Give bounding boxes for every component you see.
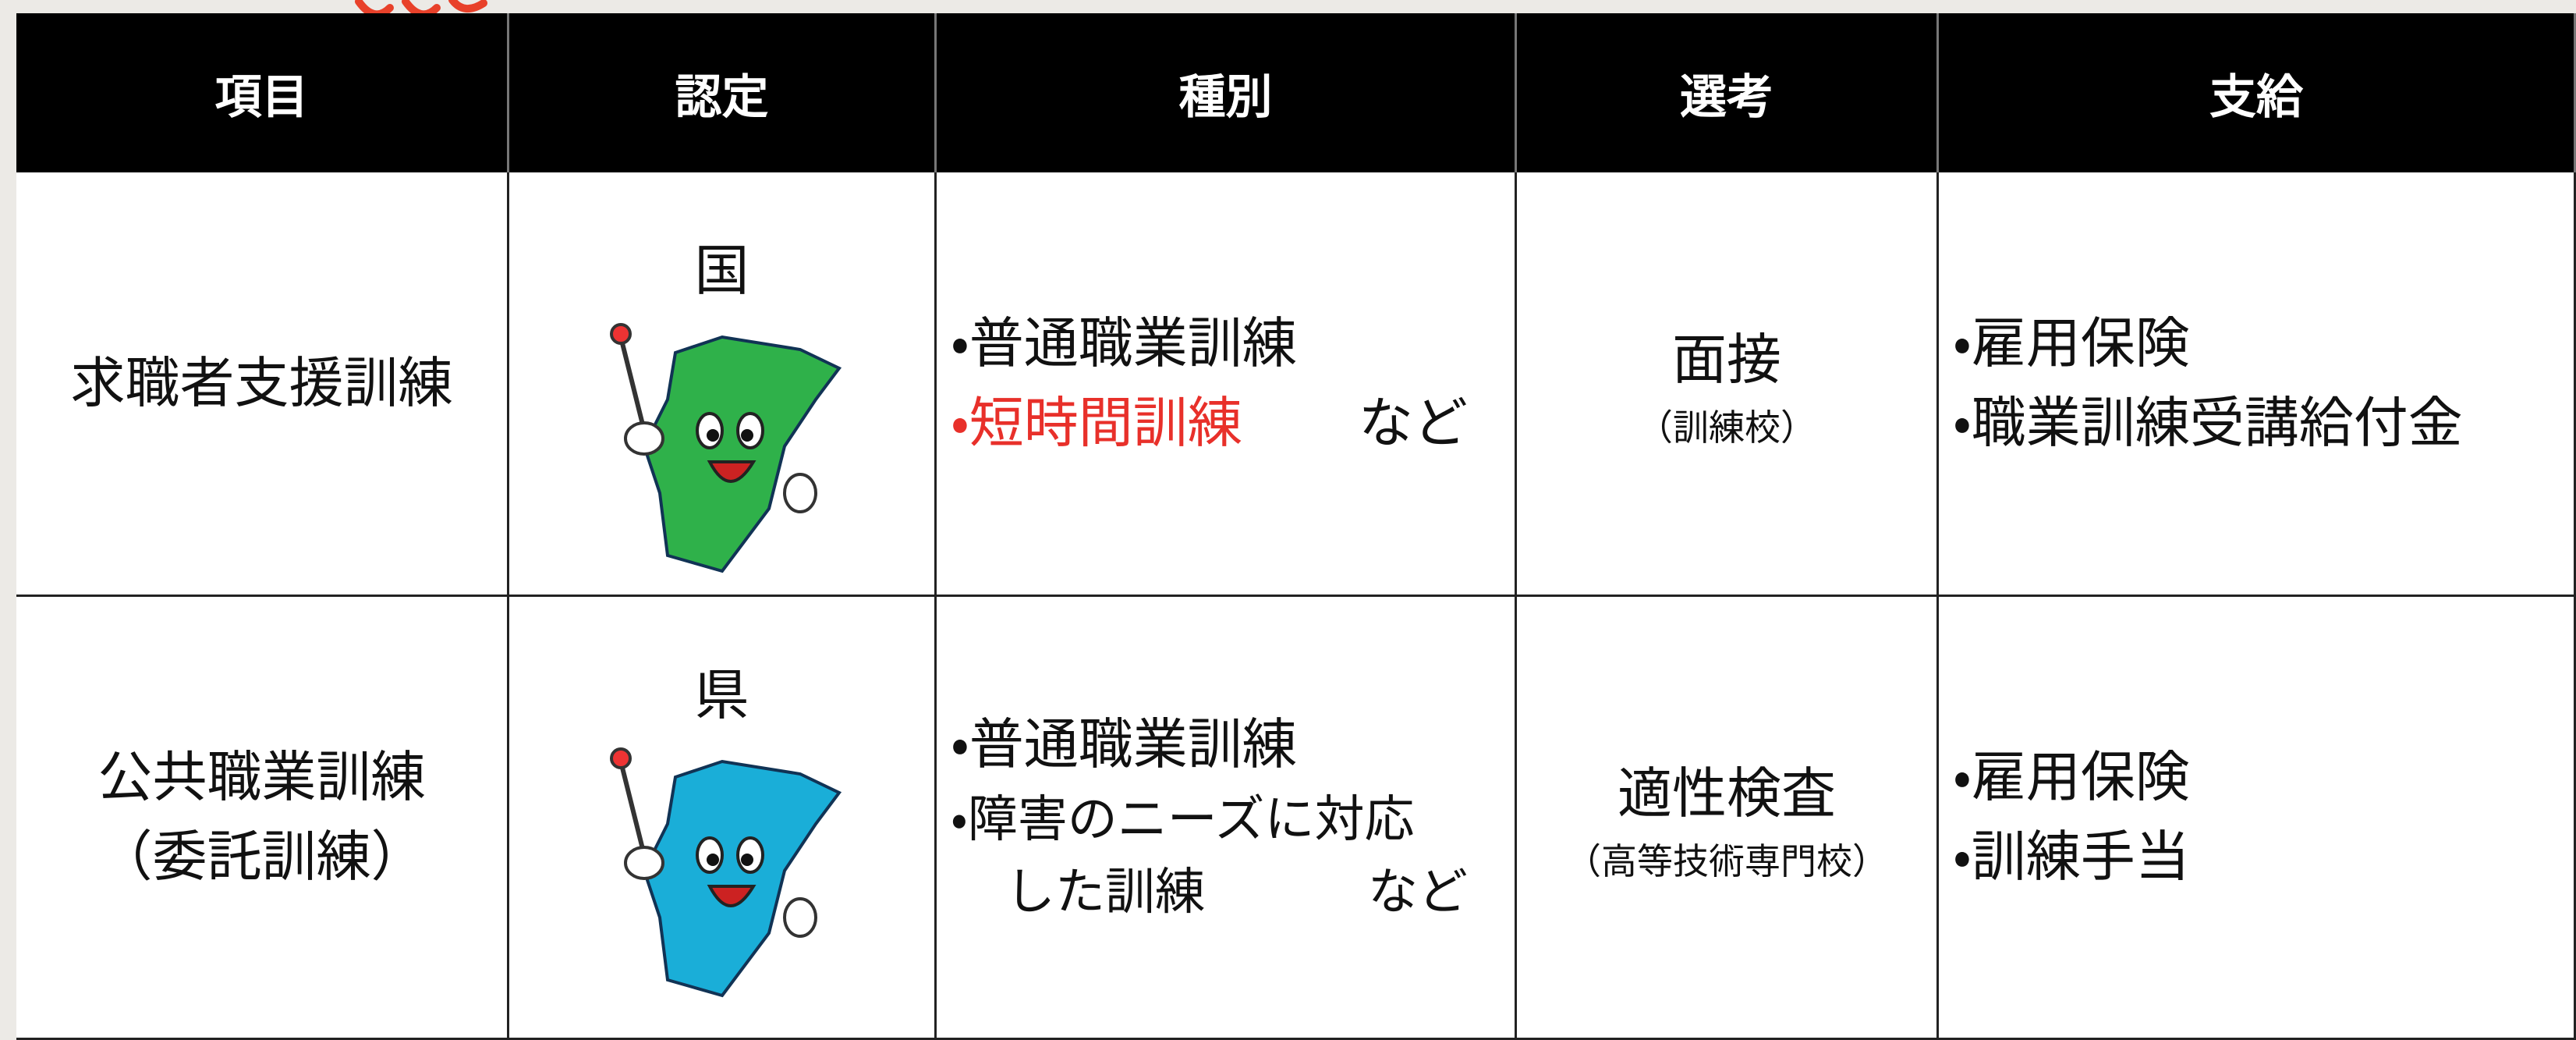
- type-line: ・障害のニーズに対応: [951, 784, 1468, 857]
- selection-cell: 適性検査 （高等技術専門校）: [1517, 597, 1939, 1040]
- item-text: 公共職業訓練: [97, 745, 426, 809]
- type-line: ・普通職業訓練: [951, 705, 1468, 785]
- header-cell: 選考: [1517, 13, 1939, 172]
- benefits-cell: ・雇用保険・職業訓練受講給付金: [1939, 172, 2576, 597]
- type-line: した訓練 など: [951, 857, 1468, 929]
- selection-note: （高等技術専門校）: [1565, 840, 1888, 882]
- types-cell: ・普通職業訓練・障害のニーズに対応した訓練 など: [937, 597, 1517, 1040]
- item-text: 求職者支援訓練: [70, 350, 453, 415]
- header-cell: 項目: [16, 13, 509, 172]
- certification-text: 県: [694, 663, 749, 727]
- mascot: [609, 323, 842, 573]
- table: 項目 認定 種別 選考 支給 求職者支援訓練国 ・普通職業訓練 ・短時間訓練 など 面接 （訓練校…: [16, 13, 2576, 1040]
- selection-text: 面接: [1672, 328, 1781, 392]
- certification-cell: 国: [509, 172, 937, 597]
- selection-text: 適性検査: [1618, 761, 1836, 825]
- selection-note: （訓練校）: [1637, 406, 1816, 449]
- header-cell: 支給: [1939, 13, 2576, 172]
- benefits-cell: ・雇用保険・訓練手当: [1939, 597, 2576, 1040]
- benefit-text: ・訓練手当: [1953, 824, 2190, 889]
- item-cell: 求職者支援訓練: [16, 172, 509, 597]
- type-text: ・普通職業訓練: [951, 311, 1297, 375]
- types-suffix: など: [1359, 390, 1468, 455]
- mascot: [609, 747, 842, 998]
- type-text: ・障害のニーズに対応: [951, 791, 1415, 850]
- type-text: した訓練: [1005, 864, 1205, 922]
- selection-cell: 面接 （訓練校）: [1517, 172, 1939, 597]
- type-line: ・普通職業訓練: [951, 304, 1468, 384]
- type-text: ・短時間訓練: [951, 390, 1242, 455]
- benefit-text: ・職業訓練受講給付金: [1953, 390, 2463, 455]
- type-line: ・短時間訓練 など: [951, 384, 1468, 463]
- certification-cell: 県: [509, 597, 937, 1040]
- benefit-text: ・雇用保険: [1953, 745, 2190, 809]
- item-cell: 公共職業訓練 （委託訓練）: [16, 597, 509, 1040]
- header-cell: 種別: [937, 13, 1517, 172]
- item-text: （委託訓練）: [97, 824, 426, 889]
- types-suffix: など: [1368, 864, 1468, 922]
- type-text: ・普通職業訓練: [951, 712, 1297, 776]
- types-cell: ・普通職業訓練 ・短時間訓練 など: [937, 172, 1517, 597]
- certification-text: 国: [694, 239, 749, 303]
- header-cell: 認定: [509, 13, 937, 172]
- benefit-text: ・雇用保険: [1953, 311, 2190, 375]
